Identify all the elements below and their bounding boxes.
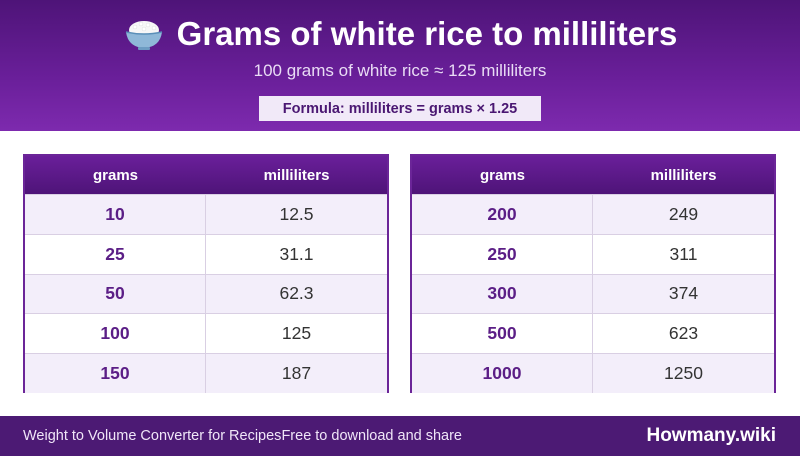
conversion-table-right: grams milliliters 200 249 250 311 300 37… bbox=[410, 154, 776, 393]
free-note: Free to download and share bbox=[281, 428, 463, 444]
column-header-milliliters: milliliters bbox=[650, 166, 717, 184]
footer-tagline: Weight to Volume Converter for RecipesFr… bbox=[23, 428, 462, 444]
conversion-table-left: grams milliliters 10 12.5 25 31.1 50 62.… bbox=[23, 154, 389, 393]
table-row: 25 31.1 bbox=[25, 233, 387, 274]
milliliters-cell: 374 bbox=[668, 283, 699, 304]
table-header: grams milliliters bbox=[25, 156, 387, 194]
column-header-grams: grams bbox=[92, 166, 139, 184]
milliliters-cell: 249 bbox=[668, 203, 699, 224]
grams-cell: 250 bbox=[412, 234, 593, 274]
table-row: 10 12.5 bbox=[25, 194, 387, 234]
table-header: grams milliliters bbox=[412, 156, 774, 194]
grams-cell: 25 bbox=[25, 234, 206, 274]
table-row: 200 249 bbox=[412, 194, 774, 234]
milliliters-cell: 187 bbox=[281, 363, 312, 384]
grams-cell: 150 bbox=[25, 354, 206, 393]
formula-box: Formula: milliliters = grams × 1.25 bbox=[259, 96, 541, 121]
milliliters-cell: 125 bbox=[281, 323, 312, 344]
grams-cell: 100 bbox=[25, 314, 206, 354]
column-header-grams: grams bbox=[479, 166, 526, 184]
milliliters-cell: 311 bbox=[669, 243, 698, 264]
grams-cell: 10 bbox=[25, 195, 206, 234]
rice-bowl-icon bbox=[125, 21, 162, 50]
brand-link[interactable]: Howmany.wiki bbox=[646, 425, 776, 446]
table-row: 1000 1250 bbox=[412, 353, 774, 393]
grams-cell: 500 bbox=[412, 314, 593, 354]
table-row: 300 374 bbox=[412, 273, 774, 314]
subtitle: 100 grams of white rice ≈ 125 milliliter… bbox=[253, 61, 547, 80]
grams-cell: 1000 bbox=[412, 354, 593, 393]
milliliters-cell: 62.3 bbox=[279, 283, 314, 304]
column-header-milliliters: milliliters bbox=[263, 166, 330, 184]
milliliters-cell: 31.1 bbox=[279, 243, 314, 264]
page-title: Grams of white rice to milliliters bbox=[0, 14, 800, 54]
milliliters-cell: 12.5 bbox=[279, 203, 314, 224]
milliliters-cell: 1250 bbox=[664, 363, 703, 384]
table-row: 250 311 bbox=[412, 233, 774, 274]
footer-bar: Weight to Volume Converter for RecipesFr… bbox=[0, 416, 800, 456]
table-row: 50 62.3 bbox=[25, 273, 387, 314]
milliliters-cell: 623 bbox=[668, 323, 699, 344]
table-row: 150 187 bbox=[25, 353, 387, 393]
converter-name: Weight to Volume Converter for Recipes bbox=[23, 428, 282, 444]
grams-cell: 50 bbox=[25, 274, 206, 314]
grams-cell: 200 bbox=[412, 195, 593, 234]
title-text: Grams of white rice to milliliters bbox=[176, 15, 678, 52]
header-banner: Grams of white rice to milliliters 100 g… bbox=[0, 0, 800, 131]
grams-cell: 300 bbox=[412, 274, 593, 314]
table-row: 100 125 bbox=[25, 313, 387, 354]
table-row: 500 623 bbox=[412, 313, 774, 354]
